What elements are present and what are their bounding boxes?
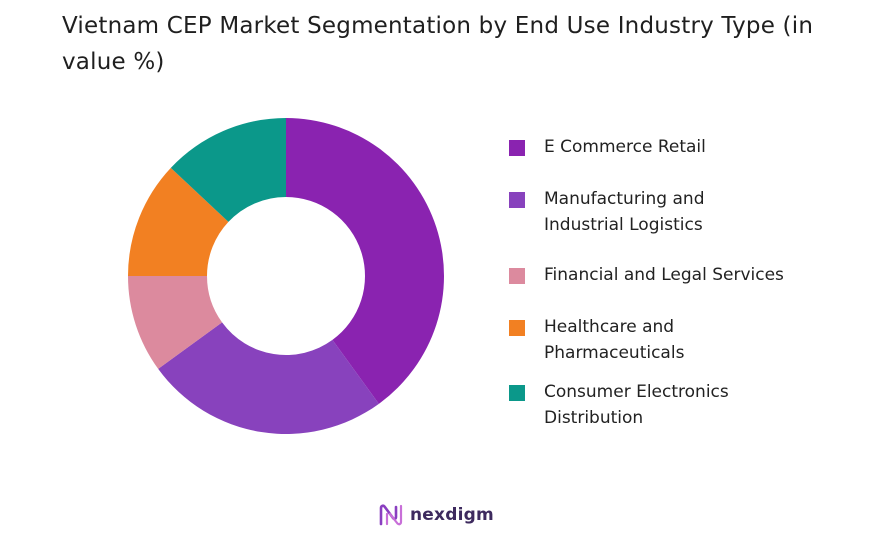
- donut-slices: [128, 118, 444, 434]
- legend-item: Consumer Electronics Distribution: [509, 379, 839, 431]
- legend-label: E Commerce Retail: [544, 137, 706, 157]
- legend-swatch: [509, 320, 525, 336]
- legend-item: E Commerce Retail: [509, 134, 839, 160]
- chart-title: Vietnam CEP Market Segmentation by End U…: [62, 13, 814, 75]
- donut-slice-4: [128, 167, 229, 276]
- legend-item: Financial and Legal Services: [509, 262, 839, 288]
- legend-item: Manufacturing and Industrial Logistics: [509, 186, 839, 238]
- legend-label: Manufacturing and Industrial Logistics: [544, 189, 705, 235]
- donut-slice-1: [286, 118, 444, 404]
- legend-swatch: [509, 268, 525, 284]
- legend-swatch: [509, 385, 525, 401]
- legend-item: Healthcare and Pharmaceuticals: [509, 314, 839, 366]
- logo-text: nexdigm: [410, 505, 494, 525]
- legend-label: Consumer Electronics Distribution: [544, 382, 729, 428]
- nexdigm-logo: nexdigm: [378, 500, 494, 530]
- legend-swatch: [509, 140, 525, 156]
- donut-slice-3: [128, 276, 223, 369]
- donut-slice-2: [158, 322, 379, 434]
- legend-label: Healthcare and Pharmaceuticals: [544, 317, 685, 363]
- nexdigm-logo-icon: [379, 504, 403, 526]
- legend-label: Financial and Legal Services: [544, 265, 784, 285]
- donut-slice-5: [170, 118, 286, 222]
- legend-swatch: [509, 192, 525, 208]
